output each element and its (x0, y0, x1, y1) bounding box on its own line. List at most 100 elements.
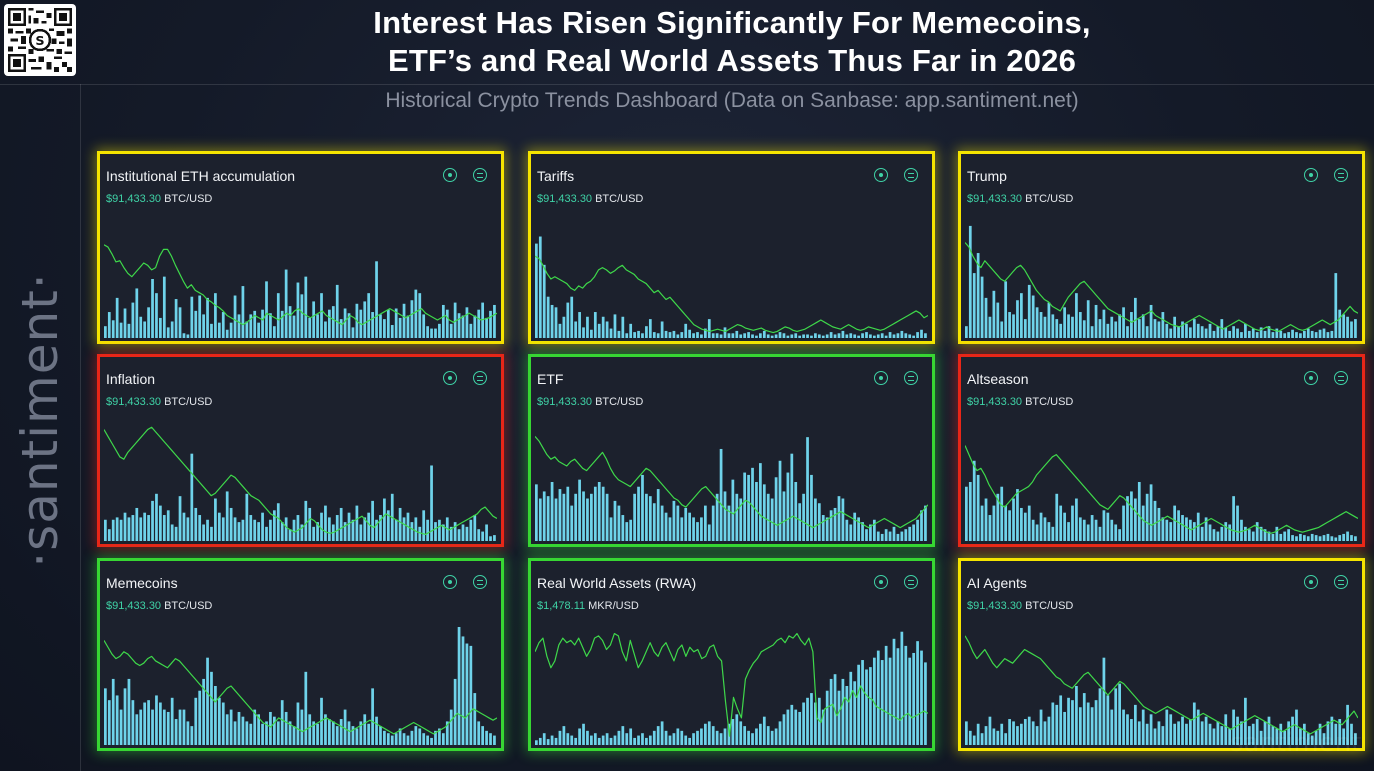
chart-bar (115, 517, 119, 541)
chart-bar (304, 500, 308, 541)
chart-bar (1287, 721, 1290, 745)
chart-bar (900, 631, 904, 745)
chart-bar (570, 735, 574, 745)
list-icon[interactable] (1334, 575, 1348, 589)
chart-bar (202, 678, 205, 745)
chart-bar (339, 719, 343, 745)
chart-bar (155, 293, 158, 338)
chart-bar (1200, 326, 1204, 338)
chart-bar (1102, 510, 1106, 541)
eye-icon[interactable] (443, 371, 457, 385)
chart-bar (119, 519, 123, 541)
price-label: $91,433.30 BTC/USD (537, 396, 643, 408)
chart-bar (402, 517, 406, 541)
chart-bar (335, 284, 339, 338)
chart-bar (920, 510, 923, 541)
trend-card[interactable]: Inflation $91,433.30 BTC/USD (97, 354, 504, 547)
chart-bar (198, 515, 202, 541)
trend-card[interactable]: Trump $91,433.30 BTC/USD (958, 151, 1365, 344)
chart-bar (845, 686, 849, 745)
chart-bar (755, 335, 758, 338)
chart-bar (324, 321, 327, 338)
chart-bar (912, 524, 916, 541)
chart-bar (331, 306, 335, 338)
chart-bar (884, 645, 888, 745)
chart-bar (1189, 327, 1192, 338)
chart-bar (790, 453, 794, 541)
list-icon[interactable] (1334, 168, 1348, 182)
trend-card[interactable]: AI Agents $91,433.30 BTC/USD (958, 558, 1365, 751)
chart-bar (896, 533, 900, 541)
chart-bar (1330, 330, 1334, 338)
chart-bar (688, 737, 691, 745)
chart-bar (980, 505, 984, 541)
chart-bar (538, 236, 542, 338)
eye-icon[interactable] (874, 371, 888, 385)
chart-bar (324, 505, 327, 541)
list-icon[interactable] (904, 371, 918, 385)
list-icon[interactable] (473, 168, 487, 182)
trend-card[interactable]: Memecoins $91,433.30 BTC/USD (97, 558, 504, 751)
chart-bar (916, 519, 919, 541)
list-icon[interactable] (904, 168, 918, 182)
chart-bar (1130, 719, 1133, 745)
chart-bar (453, 522, 457, 541)
eye-icon[interactable] (874, 168, 888, 182)
eye-icon[interactable] (1304, 371, 1318, 385)
chart-bar (1259, 526, 1263, 541)
chart-bar (147, 307, 150, 338)
eye-icon[interactable] (443, 168, 457, 182)
chart-bar (562, 493, 566, 541)
chart-bar (988, 316, 992, 338)
eye-icon[interactable] (443, 575, 457, 589)
trend-card[interactable]: Real World Assets (RWA) $1,478.11 MKR/USD (528, 558, 935, 751)
chart-bar (601, 735, 605, 745)
chart-bar (719, 733, 723, 745)
chart-bar (339, 319, 343, 338)
chart-bar (825, 334, 829, 338)
trend-card[interactable]: Institutional ETH accumulation $91,433.30… (97, 151, 504, 344)
eye-icon[interactable] (1304, 168, 1318, 182)
chart-bar (1035, 524, 1039, 541)
chart-bar (656, 726, 660, 745)
chart-bar (1295, 332, 1298, 338)
price-line (965, 242, 1358, 333)
chart-bar (908, 657, 912, 745)
chart-bar (790, 704, 794, 745)
chart-bar (625, 333, 629, 338)
chart-bar (1023, 319, 1027, 338)
chart-bar (1342, 533, 1346, 541)
list-icon[interactable] (904, 575, 918, 589)
chart-bar (151, 279, 154, 338)
list-icon[interactable] (473, 371, 487, 385)
chart-bar (715, 333, 719, 338)
eye-icon[interactable] (874, 575, 888, 589)
trend-card[interactable]: Altseason $91,433.30 BTC/USD (958, 354, 1365, 547)
card-actions (874, 168, 918, 182)
price-value: $91,433.30 (537, 396, 593, 408)
chart-bar (707, 319, 711, 338)
chart-bar (794, 709, 798, 745)
chart-bar (1185, 723, 1188, 745)
chart-bar (593, 733, 597, 745)
chart-bar (782, 714, 786, 745)
list-icon[interactable] (473, 575, 487, 589)
page-subtitle: Historical Crypto Trends Dashboard (Data… (385, 89, 1079, 112)
chart-bar (703, 723, 707, 745)
chart-bar (147, 515, 150, 541)
chart-bar (1208, 524, 1212, 541)
chart-bar (924, 333, 927, 338)
chart-bar (593, 312, 597, 338)
eye-icon[interactable] (1304, 575, 1318, 589)
trend-card[interactable]: Tariffs $91,433.30 BTC/USD (528, 151, 935, 344)
eye-icon-pupil (879, 173, 883, 177)
price-pair: BTC/USD (1025, 396, 1074, 408)
chart-bar (261, 723, 264, 745)
chart-bar (316, 314, 319, 338)
chart-bar (554, 498, 558, 541)
trend-card[interactable]: ETF $91,433.30 BTC/USD (528, 354, 935, 547)
list-icon[interactable] (1334, 371, 1348, 385)
chart-bar (1350, 535, 1353, 541)
chart-bar (841, 330, 845, 338)
chart-bar (1157, 321, 1161, 338)
